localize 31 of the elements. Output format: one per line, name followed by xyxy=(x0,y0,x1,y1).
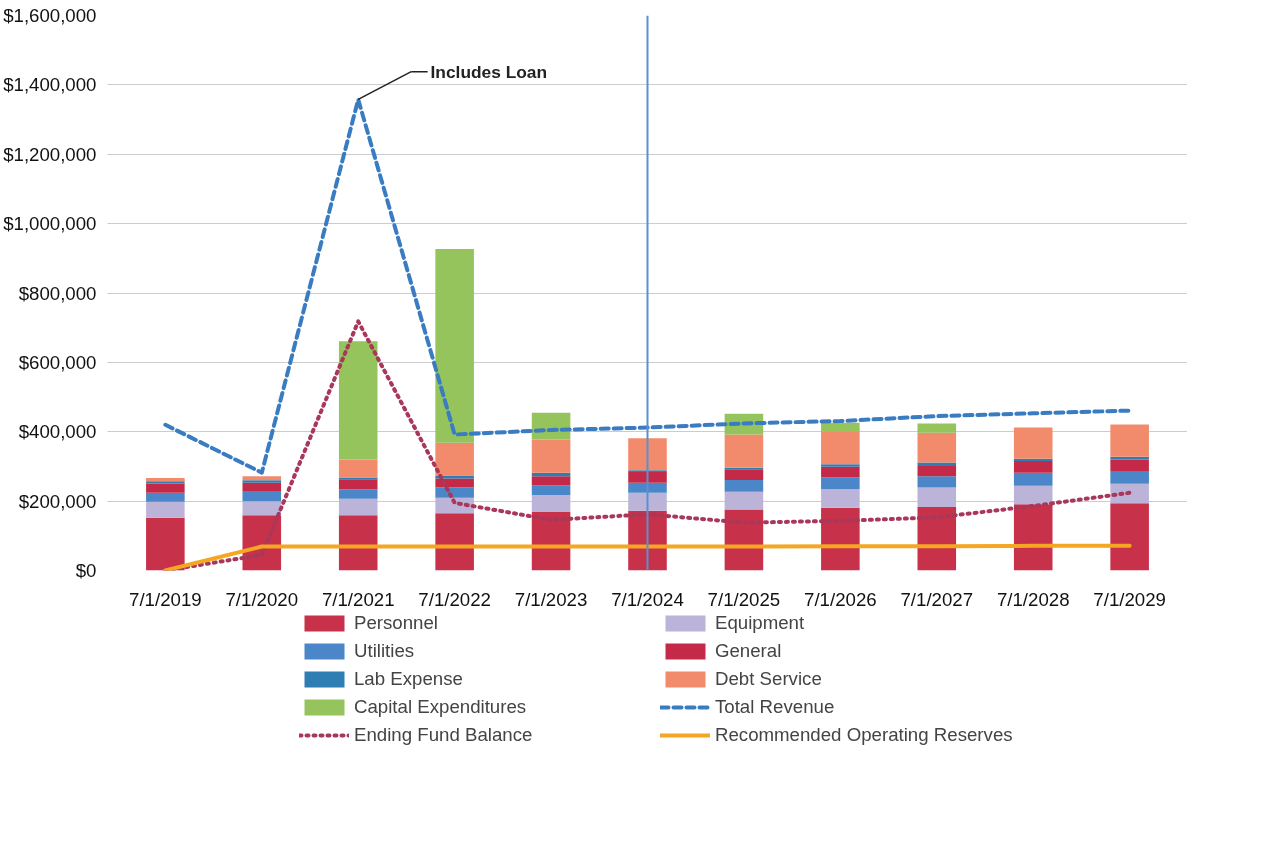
legend-label: Total Revenue xyxy=(714,696,836,718)
legend-label: Capital Expenditures xyxy=(353,696,528,718)
x-tick-label: 7/1/2020 xyxy=(225,588,299,610)
y-tick-label: $1,000,000 xyxy=(3,213,97,235)
x-tick-label: 7/1/2029 xyxy=(1093,588,1166,610)
legend-label: Recommended Operating Reserves xyxy=(714,724,1014,746)
x-tick-label: 7/1/2021 xyxy=(321,588,395,610)
annotation: Includes Loan xyxy=(430,61,548,82)
legend-label: Equipment xyxy=(714,612,806,634)
legend-label: Personnel xyxy=(353,612,439,634)
x-tick-label: 7/1/2027 xyxy=(900,588,974,610)
y-tick-label: $600,000 xyxy=(18,351,97,373)
y-tick-label: $1,200,000 xyxy=(3,143,97,165)
legend-label: Ending Fund Balance xyxy=(353,724,534,746)
x-tick-label: 7/1/2028 xyxy=(996,588,1070,610)
y-tick-label: $1,400,000 xyxy=(3,74,97,96)
legend-label: Lab Expense xyxy=(353,668,464,690)
legend-label: Utilities xyxy=(353,640,416,662)
legend-label: Debt Service xyxy=(714,668,823,690)
x-tick-label: 7/1/2019 xyxy=(129,588,202,610)
x-tick-label: 7/1/2025 xyxy=(707,588,781,610)
y-tick-label: $0 xyxy=(75,560,97,581)
y-tick-label: $1,600,000 xyxy=(3,5,97,26)
y-tick-label: $200,000 xyxy=(18,490,97,512)
y-tick-label: $400,000 xyxy=(18,421,97,443)
x-tick-label: 7/1/2026 xyxy=(804,588,877,610)
y-tick-label: $800,000 xyxy=(18,282,97,304)
x-tick-label: 7/1/2023 xyxy=(514,588,588,610)
x-tick-label: 7/1/2024 xyxy=(611,588,684,610)
legend-label: General xyxy=(714,640,783,662)
x-tick-label: 7/1/2022 xyxy=(418,588,491,610)
